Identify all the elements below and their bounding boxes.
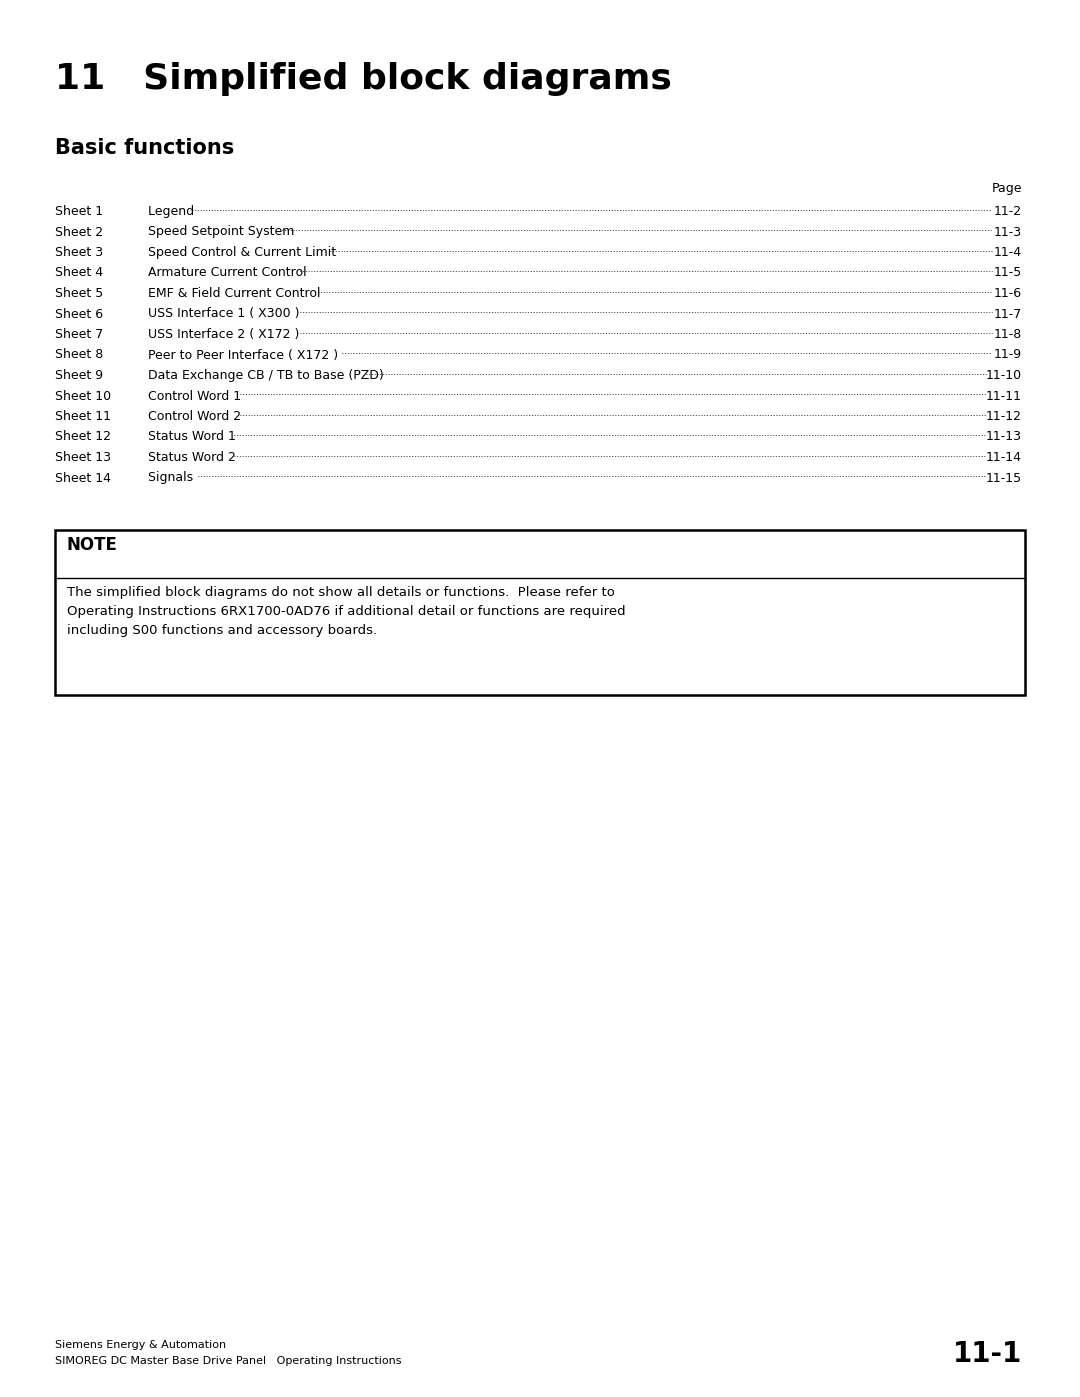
Text: Status Word 2: Status Word 2 xyxy=(148,451,240,464)
Text: 11-2: 11-2 xyxy=(994,205,1022,218)
Text: 11-14: 11-14 xyxy=(986,451,1022,464)
Text: Peer to Peer Interface ( X172 ): Peer to Peer Interface ( X172 ) xyxy=(148,348,338,362)
Text: 11-5: 11-5 xyxy=(994,267,1022,279)
Text: Sheet 1: Sheet 1 xyxy=(55,205,103,218)
Text: 11-10: 11-10 xyxy=(986,369,1022,381)
Text: Sheet 10: Sheet 10 xyxy=(55,390,111,402)
Text: Legend: Legend xyxy=(148,205,198,218)
Text: 11-7: 11-7 xyxy=(994,307,1022,320)
Text: Siemens Energy & Automation: Siemens Energy & Automation xyxy=(55,1340,226,1350)
Text: Sheet 9: Sheet 9 xyxy=(55,369,103,381)
Text: Armature Current Control: Armature Current Control xyxy=(148,267,311,279)
Text: Basic functions: Basic functions xyxy=(55,138,234,158)
Text: Sheet 12: Sheet 12 xyxy=(55,430,111,443)
Text: Sheet 8: Sheet 8 xyxy=(55,348,104,362)
Text: USS Interface 2 ( X172 ): USS Interface 2 ( X172 ) xyxy=(148,328,303,341)
Text: Signals: Signals xyxy=(148,472,201,485)
Bar xyxy=(55,529,1025,694)
Text: 11-13: 11-13 xyxy=(986,430,1022,443)
Text: The simplified block diagrams do not show all details or functions.  Please refe: The simplified block diagrams do not sho… xyxy=(67,585,625,637)
Text: Speed Setpoint System: Speed Setpoint System xyxy=(148,225,298,239)
Text: 11-12: 11-12 xyxy=(986,409,1022,423)
Text: Control Word 1: Control Word 1 xyxy=(148,390,241,402)
Text: Control Word 2: Control Word 2 xyxy=(148,409,241,423)
Text: Sheet 5: Sheet 5 xyxy=(55,286,104,300)
Text: 11-15: 11-15 xyxy=(986,472,1022,485)
Text: Sheet 7: Sheet 7 xyxy=(55,328,104,341)
Text: 11   Simplified block diagrams: 11 Simplified block diagrams xyxy=(55,61,672,96)
Text: Speed Control & Current Limit: Speed Control & Current Limit xyxy=(148,246,336,258)
Text: Page: Page xyxy=(991,182,1022,196)
Text: Sheet 14: Sheet 14 xyxy=(55,472,111,485)
Text: NOTE: NOTE xyxy=(67,536,118,555)
Text: Sheet 3: Sheet 3 xyxy=(55,246,103,258)
Text: Data Exchange CB / TB to Base (PZD): Data Exchange CB / TB to Base (PZD) xyxy=(148,369,388,381)
Text: Sheet 13: Sheet 13 xyxy=(55,451,111,464)
Text: Sheet 2: Sheet 2 xyxy=(55,225,103,239)
Text: Status Word 1: Status Word 1 xyxy=(148,430,240,443)
Text: Sheet 11: Sheet 11 xyxy=(55,409,111,423)
Text: 11-1: 11-1 xyxy=(953,1340,1022,1368)
Text: 11-3: 11-3 xyxy=(994,225,1022,239)
Text: 11-9: 11-9 xyxy=(994,348,1022,362)
Text: Sheet 6: Sheet 6 xyxy=(55,307,103,320)
Text: 11-6: 11-6 xyxy=(994,286,1022,300)
Text: 11-4: 11-4 xyxy=(994,246,1022,258)
Text: 11-8: 11-8 xyxy=(994,328,1022,341)
Text: 11-11: 11-11 xyxy=(986,390,1022,402)
Text: USS Interface 1 ( X300 ): USS Interface 1 ( X300 ) xyxy=(148,307,303,320)
Text: Sheet 4: Sheet 4 xyxy=(55,267,103,279)
Text: EMF & Field Current Control: EMF & Field Current Control xyxy=(148,286,324,300)
Text: SIMOREG DC Master Base Drive Panel   Operating Instructions: SIMOREG DC Master Base Drive Panel Opera… xyxy=(55,1356,402,1366)
